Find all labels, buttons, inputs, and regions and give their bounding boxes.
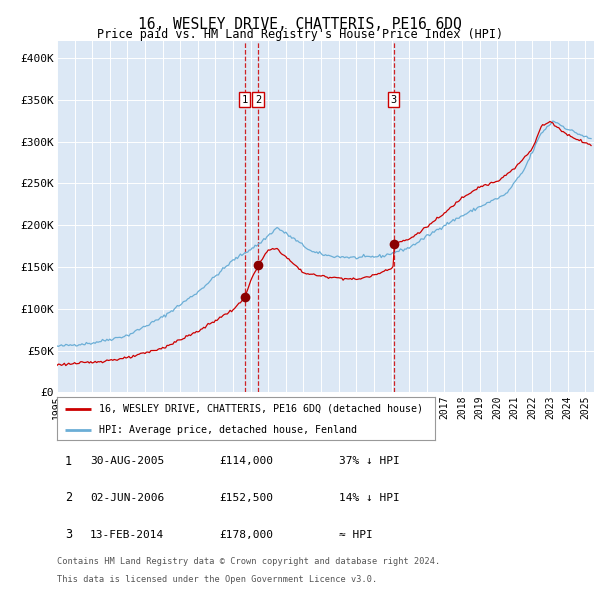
Text: £178,000: £178,000 <box>219 530 273 539</box>
Text: 1: 1 <box>242 95 248 105</box>
Text: 3: 3 <box>391 95 397 105</box>
Text: 2: 2 <box>255 95 261 105</box>
Text: 13-FEB-2014: 13-FEB-2014 <box>90 530 164 539</box>
Text: This data is licensed under the Open Government Licence v3.0.: This data is licensed under the Open Gov… <box>57 575 377 584</box>
Text: Contains HM Land Registry data © Crown copyright and database right 2024.: Contains HM Land Registry data © Crown c… <box>57 557 440 566</box>
Text: £114,000: £114,000 <box>219 457 273 466</box>
Text: 2: 2 <box>65 491 72 504</box>
Text: 30-AUG-2005: 30-AUG-2005 <box>90 457 164 466</box>
Text: 37% ↓ HPI: 37% ↓ HPI <box>339 457 400 466</box>
Text: ≈ HPI: ≈ HPI <box>339 530 373 539</box>
Text: £152,500: £152,500 <box>219 493 273 503</box>
Text: 1: 1 <box>65 455 72 468</box>
Text: HPI: Average price, detached house, Fenland: HPI: Average price, detached house, Fenl… <box>98 425 356 435</box>
Text: 16, WESLEY DRIVE, CHATTERIS, PE16 6DQ (detached house): 16, WESLEY DRIVE, CHATTERIS, PE16 6DQ (d… <box>98 404 422 414</box>
Text: 3: 3 <box>65 528 72 541</box>
Text: 14% ↓ HPI: 14% ↓ HPI <box>339 493 400 503</box>
Text: Price paid vs. HM Land Registry's House Price Index (HPI): Price paid vs. HM Land Registry's House … <box>97 28 503 41</box>
Text: 16, WESLEY DRIVE, CHATTERIS, PE16 6DQ: 16, WESLEY DRIVE, CHATTERIS, PE16 6DQ <box>138 17 462 31</box>
Text: 02-JUN-2006: 02-JUN-2006 <box>90 493 164 503</box>
